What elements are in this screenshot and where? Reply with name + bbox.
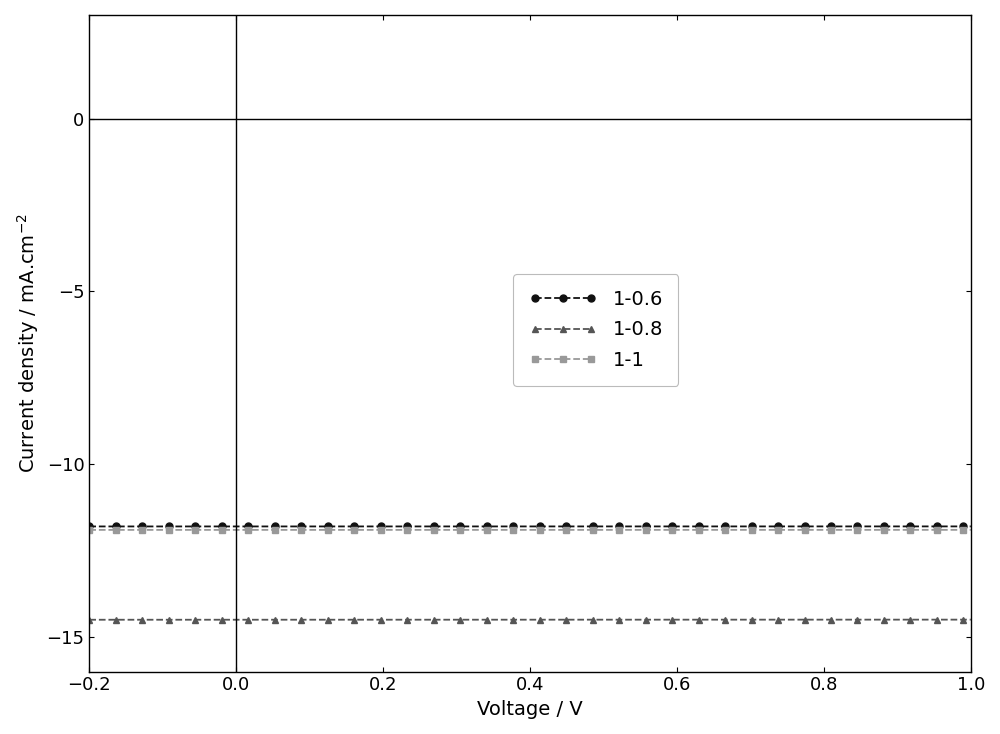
1-0.8 (310, 615, 322, 624)
1-0.8 (239, 615, 251, 624)
1-0.8 (747, 615, 759, 624)
X-axis label: Voltage / V: Voltage / V (477, 700, 583, 719)
1-1 (603, 526, 615, 534)
1-0.6 (83, 522, 95, 531)
Line: 1-1: 1-1 (86, 526, 974, 534)
1-1 (747, 526, 759, 534)
1-1 (83, 526, 95, 534)
Legend: 1-0.6, 1-0.8, 1-1: 1-0.6, 1-0.8, 1-1 (513, 275, 678, 385)
Line: 1-0.6: 1-0.6 (86, 523, 974, 530)
1-0.6 (603, 522, 615, 531)
1-0.6 (310, 522, 322, 531)
1-0.8 (965, 615, 977, 624)
1-0.8 (672, 615, 684, 624)
1-0.8 (482, 615, 494, 624)
1-1 (482, 526, 494, 534)
1-1 (672, 526, 684, 534)
Line: 1-0.8: 1-0.8 (86, 616, 974, 623)
1-0.6 (239, 522, 251, 531)
1-1 (310, 526, 322, 534)
1-0.6 (482, 522, 494, 531)
1-1 (239, 526, 251, 534)
1-1 (965, 526, 977, 534)
1-0.6 (672, 522, 684, 531)
1-0.6 (747, 522, 759, 531)
1-0.8 (603, 615, 615, 624)
1-0.8 (83, 615, 95, 624)
Y-axis label: Current density / mA.cm$^{-2}$: Current density / mA.cm$^{-2}$ (15, 214, 41, 473)
1-0.6 (965, 522, 977, 531)
